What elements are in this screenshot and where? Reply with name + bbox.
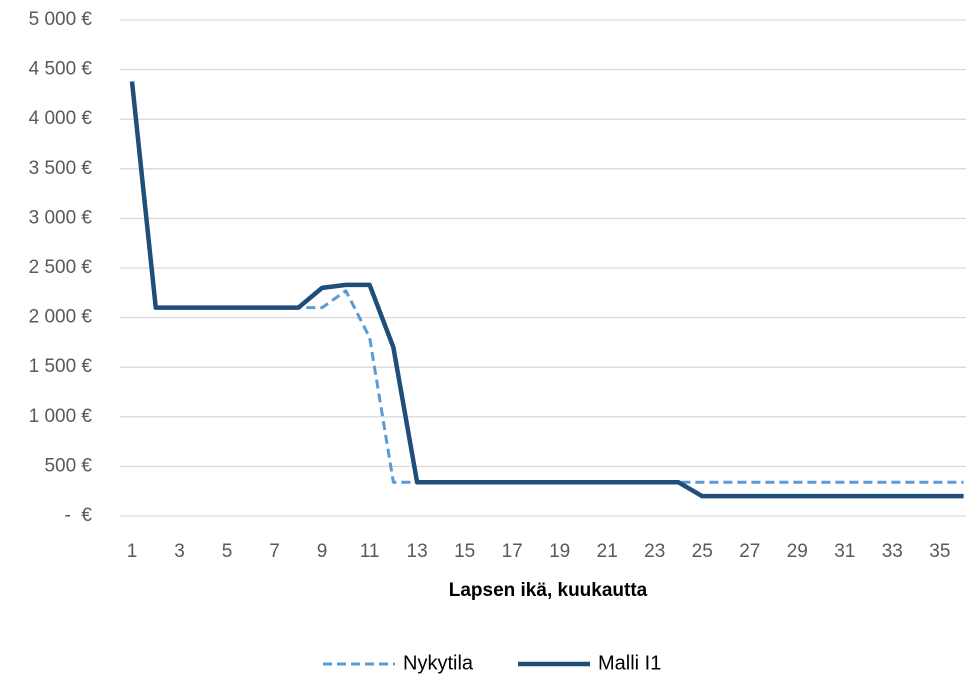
y-tick-label: 2 000 € [29, 307, 93, 328]
y-tick-label: 3 500 € [29, 158, 93, 179]
x-tick-label: 7 [269, 541, 280, 562]
data-line [129, 81, 964, 499]
x-tick-label: 9 [317, 541, 328, 562]
x-tick-label: 15 [454, 541, 475, 562]
x-tick-label: 27 [739, 541, 760, 562]
x-tick-label: 17 [502, 541, 523, 562]
x-tick-label: 23 [644, 541, 665, 562]
x-tick-label: 13 [407, 541, 428, 562]
x-tick-label: 19 [549, 541, 570, 562]
x-tick-label: 11 [360, 541, 380, 562]
x-tick-label: 33 [882, 541, 903, 562]
y-tick-label: 4 500 € [29, 59, 93, 80]
x-tick-label: 29 [787, 541, 808, 562]
y-tick-label: 1 500 € [29, 356, 93, 377]
y-tick-label: 4 000 € [29, 108, 93, 129]
y-tick-label: - € [65, 505, 93, 526]
y-tick-label: 500 € [44, 455, 92, 476]
data-line [130, 81, 964, 484]
y-tick-label: 2 500 € [29, 257, 93, 278]
x-tick-label: 25 [692, 541, 713, 562]
y-tick-label: 3 000 € [29, 207, 93, 228]
x-tick-label: 31 [834, 541, 855, 562]
x-tick-label: 21 [597, 541, 618, 562]
y-tick-label: 1 000 € [29, 406, 93, 427]
y-tick-label: 5 000 € [29, 9, 93, 30]
x-axis-title: Lapsen ikä, kuukautta [449, 580, 648, 601]
x-tick-label: 35 [929, 541, 950, 562]
legend-label: Malli I1 [598, 652, 661, 674]
x-tick-label: 5 [222, 541, 233, 562]
x-tick-label: 1 [127, 541, 138, 562]
x-tick-label: 3 [174, 541, 185, 562]
legend-label: Nykytila [403, 652, 474, 674]
